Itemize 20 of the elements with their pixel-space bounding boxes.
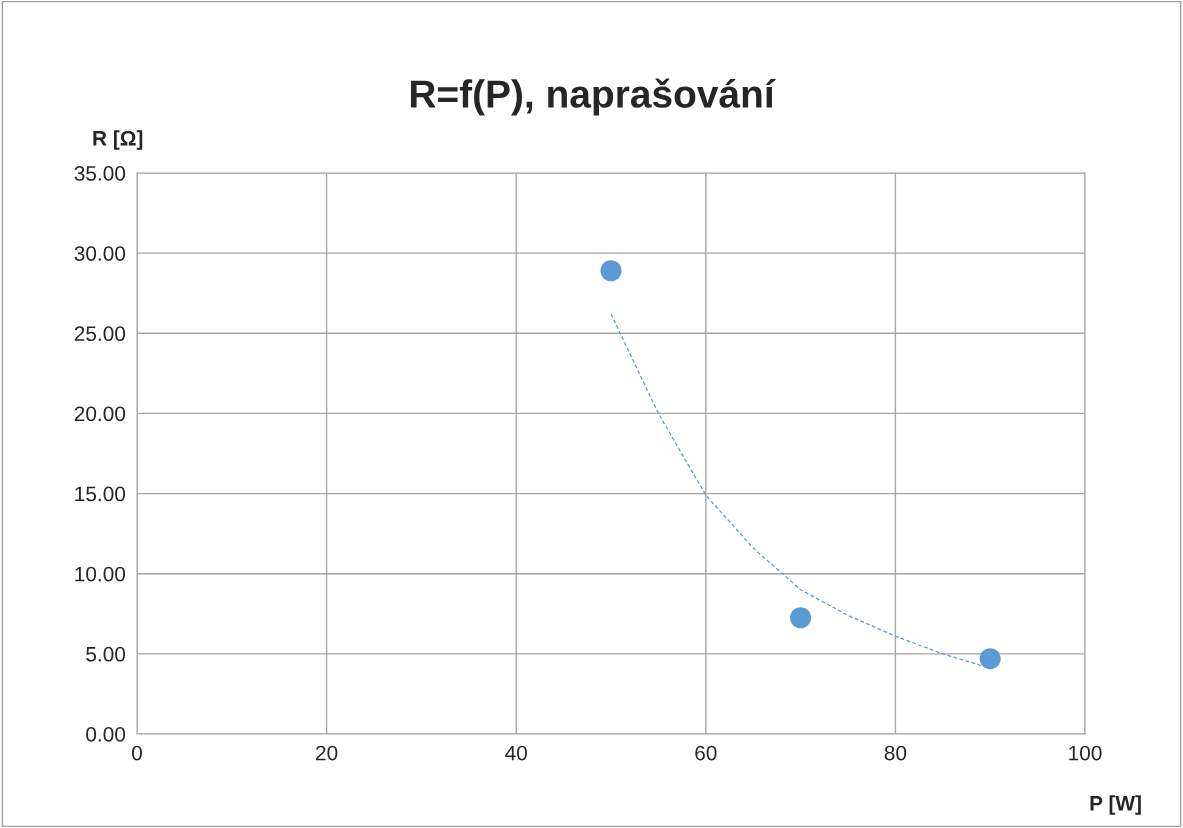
y-tick-label: 20.00 (74, 406, 126, 422)
x-axis-title: P [W] (1090, 795, 1141, 815)
point (790, 607, 812, 629)
y-tick-label: 5.00 (86, 646, 126, 662)
y-tick-label: 15.00 (75, 486, 126, 502)
x-tick-label: 80 (884, 745, 907, 761)
x-tick-label: 60 (695, 745, 717, 761)
y-tick-label: 25.00 (74, 326, 126, 342)
y-tick-label: 30.00 (74, 246, 126, 261)
x-tick-label: 0 (132, 745, 142, 761)
x-tick-label: 20 (316, 745, 338, 761)
y-axis-title: R [Ω] (93, 130, 143, 150)
point (979, 648, 1001, 670)
point (600, 260, 622, 282)
x-tick-label: 100 (1069, 745, 1102, 761)
y-tick-label: 0.00 (86, 727, 126, 742)
y-tick-label: 10.00 (75, 566, 126, 582)
x-tick-label: 40 (505, 745, 527, 761)
chart-title: R=f(P), naprašování (410, 78, 776, 116)
y-tick-label: 35.00 (74, 166, 126, 181)
